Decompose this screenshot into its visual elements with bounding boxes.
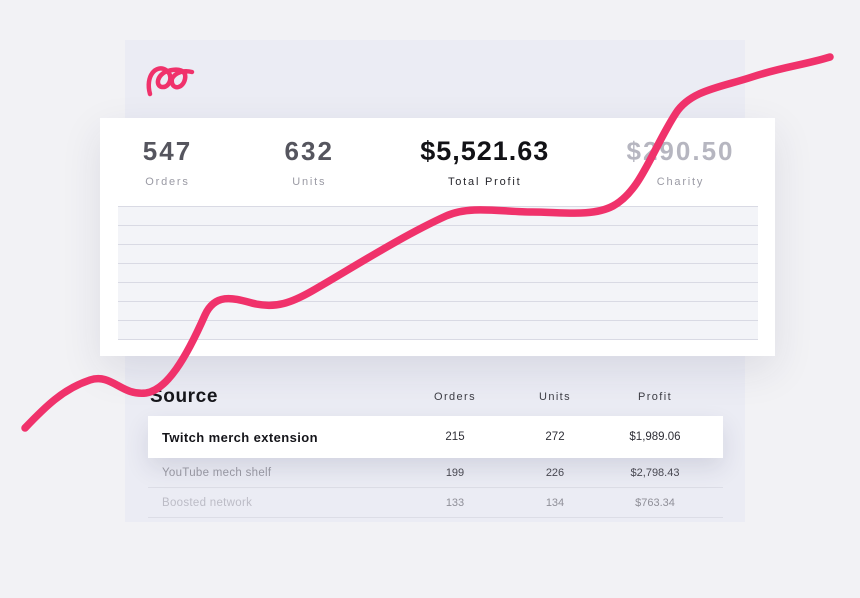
stat-total-profit-value: $5,521.63 <box>420 136 550 166</box>
table-row-youtube-mech-shelf[interactable]: YouTube mech shelf 199 226 $2,798.43 <box>148 458 723 488</box>
row-source-name: Twitch merch extension <box>162 429 318 445</box>
stat-orders-label: Orders <box>145 176 190 188</box>
source-table: Source Orders Units Profit Twitch merch … <box>148 378 723 518</box>
row-orders-value: 199 <box>445 466 465 479</box>
row-orders-value: 215 <box>445 431 465 443</box>
stat-units: 632 Units <box>235 136 384 188</box>
table-row-twitch-merch-extension[interactable]: Twitch merch extension 215 272 $1,989.06 <box>148 416 723 458</box>
column-header-profit: Profit <box>637 391 673 403</box>
source-title: Source <box>150 386 219 407</box>
stat-charity-value: $290.50 <box>626 136 735 166</box>
logo-scribble-icon <box>146 66 195 97</box>
row-source-name: YouTube mech shelf <box>162 466 272 479</box>
stats-row: 547 Orders 632 Units $5,521.63 Total Pro… <box>100 118 775 188</box>
stat-total-profit: $5,521.63 Total Profit <box>384 136 587 188</box>
stat-total-profit-label: Total Profit <box>447 176 522 188</box>
row-orders-value: 133 <box>445 496 465 509</box>
row-units-value: 272 <box>545 431 565 443</box>
row-profit-value: $763.34 <box>635 496 675 509</box>
stat-orders-value: 547 <box>142 136 193 166</box>
stat-units-label: Units <box>292 176 327 188</box>
row-source-name: Boosted network <box>162 496 253 509</box>
row-profit-value: $2,798.43 <box>630 466 680 479</box>
logo-scribble-path <box>146 66 195 97</box>
chart-gridlines <box>118 206 758 340</box>
table-row-boosted-network[interactable]: Boosted network 133 134 $763.34 <box>148 488 723 518</box>
stat-charity-label: Charity <box>656 176 705 188</box>
column-header-orders: Orders <box>433 391 477 403</box>
row-units-value: 134 <box>545 496 565 509</box>
column-header-units: Units <box>538 391 572 403</box>
row-units-value: 226 <box>545 466 565 479</box>
stats-card: 547 Orders 632 Units $5,521.63 Total Pro… <box>100 118 775 356</box>
stat-units-value: 632 <box>284 136 334 166</box>
row-profit-value: $1,989.06 <box>629 431 681 443</box>
stat-orders: 547 Orders <box>100 136 235 188</box>
stat-charity: $290.50 Charity <box>586 136 775 188</box>
source-table-header: Source Orders Units Profit <box>148 378 723 416</box>
